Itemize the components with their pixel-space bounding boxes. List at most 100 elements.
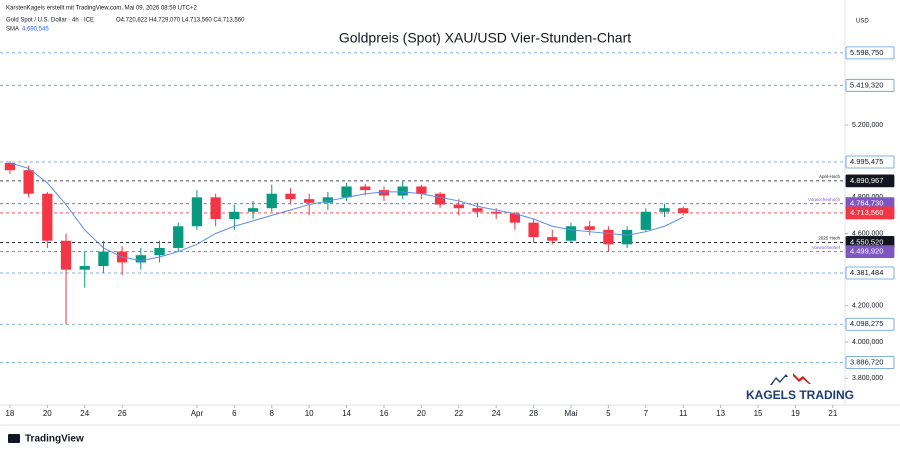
x-tick-label: 11 — [679, 409, 688, 418]
chart-title: Goldpreis (Spot) XAU/USD Vier-Stunden-Ch… — [339, 30, 631, 46]
y-tick-label: 4.200,000 — [852, 303, 883, 310]
bull-icon — [770, 374, 788, 385]
level-annotation: 2025 Hoch — [818, 236, 840, 241]
level-annotation: Vorwochenhoch — [808, 197, 841, 202]
candle-body — [434, 193, 446, 205]
candle-body — [509, 213, 521, 223]
level-label-box — [845, 78, 895, 92]
x-tick-label: 26 — [118, 409, 127, 418]
level-annotation: Vorwochentief — [812, 245, 841, 250]
candle-body — [42, 193, 53, 241]
footer-logo[interactable]: TradingView — [8, 434, 84, 445]
y-tick-label: 3.800,000 — [852, 375, 883, 382]
candle-body — [603, 229, 614, 245]
x-tick-label: 21 — [828, 409, 837, 418]
level-label-box — [845, 245, 895, 258]
level-label-box — [845, 317, 895, 331]
level-label: 4.550,520 — [850, 237, 883, 246]
candle-body — [547, 237, 558, 241]
candle-body — [584, 226, 595, 230]
tv-icon — [8, 434, 20, 443]
level-label: 4.995,475 — [850, 157, 883, 166]
candle-body — [173, 226, 184, 248]
x-tick-label: 20 — [43, 409, 52, 418]
attribution: KarstenKagels erstellt mit TradingView.c… — [6, 6, 197, 12]
x-tick-label: 18 — [5, 409, 14, 418]
level-label-box — [845, 206, 895, 220]
candle-body — [266, 193, 277, 209]
candle-body — [322, 197, 334, 203]
candle-body — [378, 190, 390, 196]
candle-body — [23, 170, 34, 194]
x-tick-label: 10 — [305, 409, 314, 418]
candle-body — [397, 186, 408, 196]
x-tick-label: 7 — [644, 409, 649, 418]
x-tick-label: 24 — [492, 409, 501, 418]
level-label: 5.598,750 — [850, 48, 883, 57]
x-tick-label: Mai — [565, 409, 578, 418]
candle-body — [4, 162, 16, 171]
level-label: 4.713,560 — [850, 208, 883, 217]
candle-body — [285, 193, 296, 200]
currency: USD — [856, 19, 869, 25]
candle-body — [659, 208, 670, 212]
candle-body — [135, 255, 146, 263]
brand-logo: KAGELS TRADING — [746, 373, 854, 402]
candle-body — [210, 197, 221, 220]
level-label: 4.499,920 — [850, 247, 883, 256]
level-label: 4.381,484 — [850, 268, 883, 277]
brand-name: KAGELS TRADING — [746, 388, 854, 402]
candle-body — [360, 186, 371, 191]
candle-body — [304, 199, 315, 203]
candle-body — [640, 211, 651, 230]
x-tick-label: 15 — [754, 409, 763, 418]
level-annotation: April-Hoch — [819, 174, 841, 179]
bear-icon — [793, 373, 811, 384]
ohlc-header: O4.720,822 H4.729,070 L4.713,560 C4.713,… — [116, 18, 245, 24]
candle-body — [79, 266, 90, 270]
y-tick-label: 4.000,000 — [852, 339, 883, 346]
x-tick-label: 5 — [606, 409, 611, 418]
candle-body — [678, 208, 689, 213]
candle-body — [565, 226, 577, 241]
candle-body — [229, 211, 240, 220]
candle-body — [154, 247, 165, 256]
level-label-box — [845, 356, 895, 369]
y-tick-label: 5.200,000 — [852, 122, 883, 129]
level-label-box — [845, 155, 895, 169]
candle-body — [416, 186, 427, 194]
level-label: 5.419,320 — [850, 80, 883, 89]
candle-body — [453, 204, 464, 209]
candle-body — [472, 208, 483, 212]
symbol-line: Gold Spot / U.S. Dollar · 4h · ICE — [6, 18, 94, 24]
x-tick-label: 14 — [342, 409, 351, 418]
x-tick-label: 28 — [529, 409, 538, 418]
sma-label: SMA — [6, 27, 19, 33]
level-label: 4.890,967 — [850, 176, 883, 185]
footer-text[interactable]: TradingView — [25, 434, 84, 445]
candle-body — [191, 197, 203, 227]
candle-body — [247, 208, 259, 212]
x-tick-label: 13 — [716, 409, 725, 418]
candle-body — [60, 240, 72, 270]
level-label: 4.764,730 — [850, 199, 883, 208]
level-label: 3.886,720 — [850, 357, 883, 366]
level-label-box — [845, 266, 895, 280]
candle-body — [98, 251, 109, 267]
candle-body — [341, 186, 352, 198]
x-tick-label: 19 — [791, 409, 800, 418]
x-tick-label: 8 — [270, 409, 275, 418]
x-tick-label: 16 — [380, 409, 389, 418]
sma-value: 4.690,545 — [22, 27, 49, 33]
x-tick-label: 24 — [80, 409, 89, 418]
candle-body — [528, 222, 539, 238]
x-tick-label: 6 — [232, 409, 237, 418]
candle-body — [491, 211, 502, 214]
x-tick-label: 20 — [417, 409, 426, 418]
x-tick-label: 22 — [454, 409, 463, 418]
level-label-box — [845, 174, 895, 188]
candle-body — [621, 229, 633, 245]
